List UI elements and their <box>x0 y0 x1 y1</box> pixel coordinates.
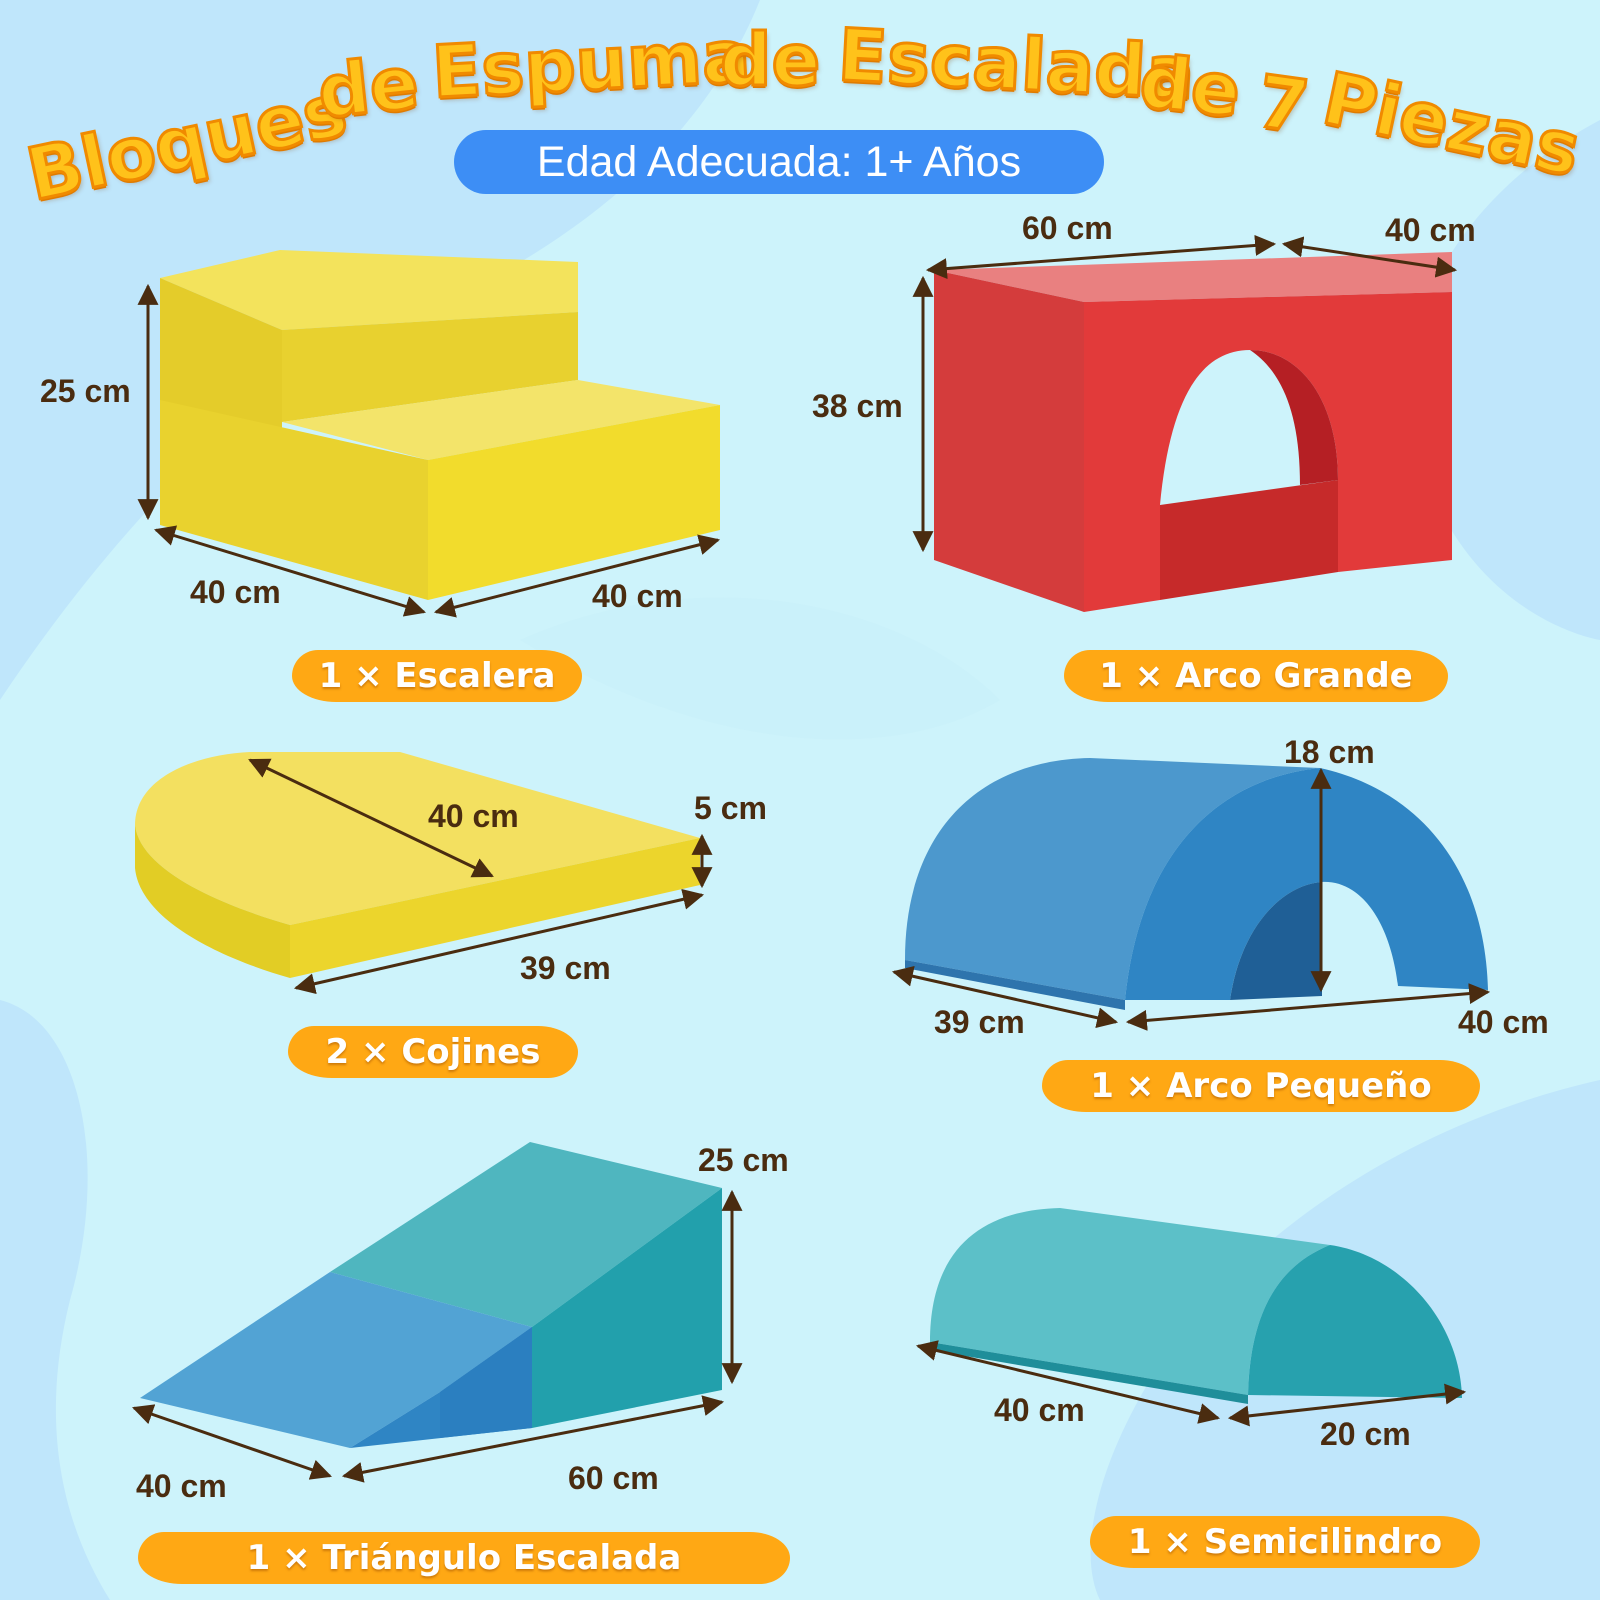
small-arch-quantity-label: 1 × Arco Pequeño <box>1042 1060 1480 1112</box>
triangle-label-text: 1 × Triángulo Escalada <box>246 1538 682 1578</box>
cushion-thickness-label: 5 cm <box>694 790 767 826</box>
big-arch-height-label: 38 cm <box>812 388 903 424</box>
big-arch-label-text: 1 × Arco Grande <box>1099 656 1413 696</box>
big-arch-length-label: 60 cm <box>1022 210 1113 246</box>
triangle-block <box>140 1142 722 1448</box>
stairs-dimension-lines <box>137 283 721 618</box>
half-cylinder-dimension-lines <box>915 1340 1467 1427</box>
triangle-height-label: 25 cm <box>698 1142 789 1178</box>
cushion-block <box>135 752 700 978</box>
cushion-width-label: 39 cm <box>520 950 611 986</box>
half-cylinder-label-text: 1 × Semicilindro <box>1127 1522 1443 1562</box>
small-arch-block <box>905 758 1488 1010</box>
small-arch-height-label: 18 cm <box>1284 734 1375 770</box>
half-cylinder-quantity-label: 1 × Semicilindro <box>1090 1516 1480 1568</box>
small-arch-dimension-lines <box>891 767 1491 1031</box>
big-arch-block <box>934 252 1452 612</box>
triangle-depth-label: 40 cm <box>136 1468 227 1504</box>
cushions-label-text: 2 × Cojines <box>325 1032 541 1072</box>
stairs-block <box>160 250 720 600</box>
stairs-width-label: 40 cm <box>592 578 683 614</box>
half-cylinder-width-label: 20 cm <box>1320 1416 1411 1452</box>
cushion-radius-label: 40 cm <box>428 798 519 834</box>
half-cylinder-block <box>930 1208 1462 1404</box>
small-arch-length-label: 40 cm <box>1458 1004 1549 1040</box>
age-badge: Edad Adecuada: 1+ Años <box>454 130 1104 194</box>
big-arch-quantity-label: 1 × Arco Grande <box>1064 650 1448 702</box>
triangle-dimension-lines <box>132 1189 743 1483</box>
triangle-quantity-label: 1 × Triángulo Escalada <box>138 1532 790 1584</box>
stairs-label-text: 1 × Escalera <box>318 656 556 696</box>
cushions-quantity-label: 2 × Cojines <box>288 1026 578 1078</box>
cushion-dimension-lines <box>248 758 713 995</box>
triangle-length-label: 60 cm <box>568 1460 659 1496</box>
small-arch-label-text: 1 × Arco Pequeño <box>1090 1066 1432 1106</box>
stairs-height-label: 25 cm <box>40 373 131 409</box>
small-arch-depth-label: 39 cm <box>934 1004 1025 1040</box>
big-arch-dimension-lines <box>912 234 1458 553</box>
half-cylinder-length-label: 40 cm <box>994 1392 1085 1428</box>
stairs-depth-label: 40 cm <box>190 574 281 610</box>
stairs-quantity-label: 1 × Escalera <box>292 650 582 702</box>
big-arch-depth-label: 40 cm <box>1385 212 1476 248</box>
title-word: de <box>718 17 821 104</box>
page-title: Bloques de Espuma de Escalada de 7 Pieza… <box>0 0 1600 218</box>
